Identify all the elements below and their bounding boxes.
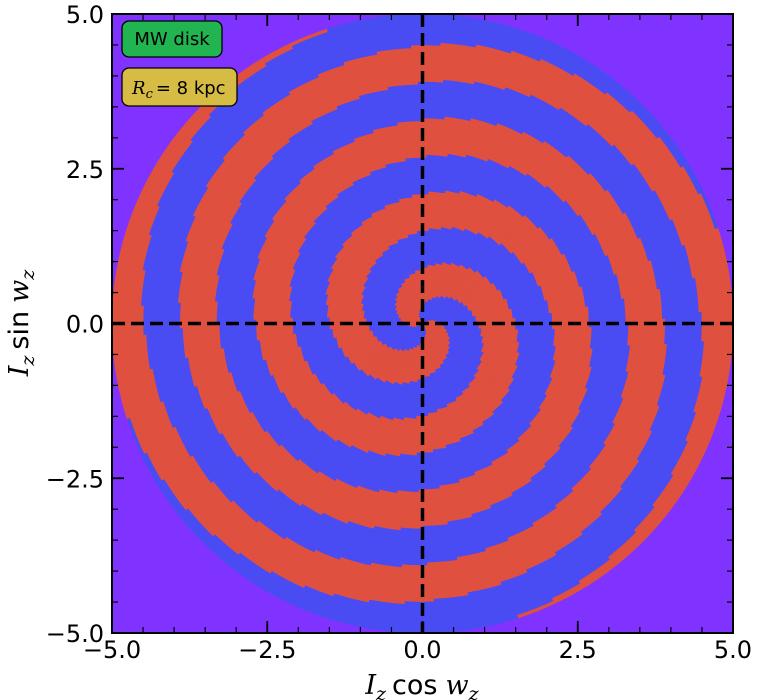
disk-cell — [447, 323, 451, 325]
spiral-disk — [112, 14, 733, 633]
disk-cell — [450, 323, 454, 325]
